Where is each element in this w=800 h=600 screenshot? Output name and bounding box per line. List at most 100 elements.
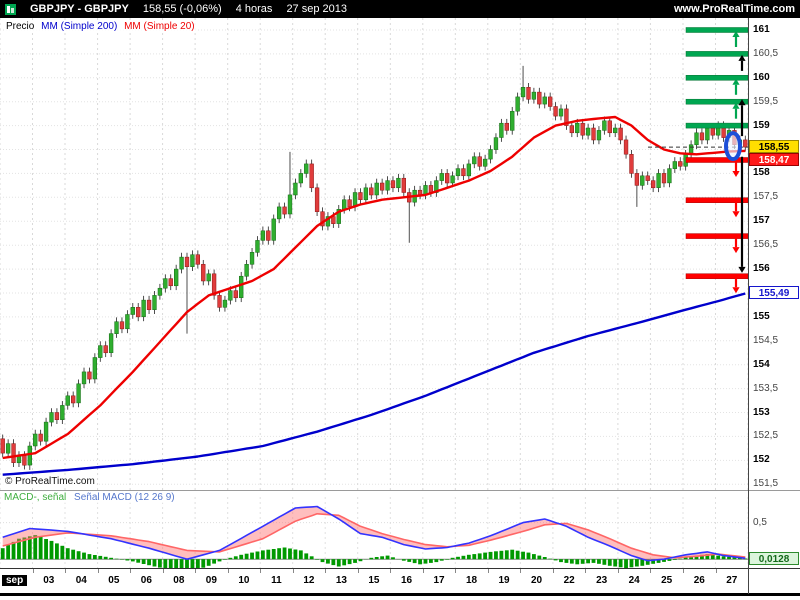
price-tick-label: 159 — [753, 120, 770, 131]
legend-precio-label: Precio — [6, 21, 35, 32]
day-label: 24 — [628, 575, 640, 586]
macd-bottom-border — [0, 568, 800, 569]
day-label: 26 — [693, 575, 705, 586]
time-tick — [130, 569, 132, 573]
day-label: 04 — [75, 575, 87, 586]
price-tick-label: 156,5 — [753, 239, 779, 250]
title-bar: GBPJPY - GBPJPY 158,55 (-0,06%) 4 horas … — [0, 0, 800, 18]
price-tick-label: 153 — [753, 407, 770, 418]
price-tick-label: 160,5 — [753, 48, 779, 59]
day-label: 23 — [596, 575, 608, 586]
macd-indicator-chart[interactable] — [0, 497, 748, 568]
price-tick-label: 157 — [753, 215, 770, 226]
day-label: 09 — [205, 575, 217, 586]
time-tick — [552, 569, 554, 573]
bottom-border — [0, 593, 800, 596]
day-label: 25 — [661, 575, 673, 586]
price-tick-label: 154,5 — [753, 335, 779, 346]
macd-value-box: 0,0128 — [749, 552, 799, 565]
time-tick — [585, 569, 587, 573]
day-label: 19 — [498, 575, 510, 586]
ma20-value-box: 158,47 — [749, 153, 799, 166]
order-levels-layer[interactable] — [685, 27, 748, 279]
price-tick-label: 154 — [753, 359, 770, 370]
macd-legend: MACD-, señal Señal MACD (12 26 9) — [4, 492, 175, 503]
time-tick — [162, 569, 164, 573]
day-label: 10 — [238, 575, 250, 586]
time-tick — [227, 569, 229, 573]
macd-label-2[interactable]: Señal MACD (12 26 9) — [74, 492, 175, 503]
day-label: 12 — [303, 575, 315, 586]
legend-ma200-label[interactable]: MM (Simple 200) — [41, 21, 118, 32]
day-label: 05 — [108, 575, 120, 586]
ma200-line — [2, 292, 746, 476]
time-tick — [487, 569, 489, 573]
last-price-box: 158,55 — [749, 140, 799, 153]
main-price-chart[interactable] — [0, 18, 748, 490]
symbol-title: GBPJPY - GBPJPY — [30, 3, 129, 15]
copyright-label: © ProRealTime.com — [3, 476, 97, 487]
day-label: 13 — [335, 575, 347, 586]
macd-line — [2, 505, 746, 562]
day-label: 16 — [400, 575, 413, 586]
macd-tick-label: 0,5 — [753, 517, 767, 528]
day-label: 27 — [726, 575, 738, 586]
time-tick — [260, 569, 262, 573]
time-tick — [32, 569, 34, 573]
price-tick-label: 158 — [753, 167, 770, 178]
time-tick — [357, 569, 359, 573]
price-legend: Precio MM (Simple 200) MM (Simple 20) — [4, 21, 197, 32]
time-tick — [455, 569, 457, 573]
price-tick-label: 161 — [753, 24, 770, 35]
time-tick — [97, 569, 99, 573]
macd-label-1[interactable]: MACD-, señal — [4, 492, 67, 503]
candles-layer — [0, 65, 748, 470]
legend-ma20-label[interactable]: MM (Simple 20) — [124, 21, 195, 32]
macd-signal-fill — [2, 506, 746, 561]
price-tick-label: 159,5 — [753, 96, 779, 107]
day-label: 15 — [368, 575, 380, 586]
day-label: 03 — [43, 575, 55, 586]
axis-separator — [748, 18, 749, 594]
macd-axis: 0,5 0,0128 — [749, 497, 800, 568]
day-label: 20 — [530, 575, 543, 586]
time-tick — [520, 569, 522, 573]
price-tick-label: 155 — [753, 311, 770, 322]
timeframe-label: 4 horas — [235, 3, 273, 15]
time-tick — [650, 569, 652, 573]
time-tick — [683, 569, 684, 573]
price-tick-label: 157,5 — [753, 191, 779, 202]
grid-layer — [0, 18, 748, 490]
time-tick — [422, 569, 424, 573]
price-tick-label: 151,5 — [753, 478, 779, 489]
time-tick — [195, 569, 197, 573]
day-label: 08 — [173, 575, 185, 586]
price-tick-label: 160 — [753, 72, 770, 83]
time-axis[interactable]: sep 03 04 05 06 08 09 10 11 12 13 15 16 17 18 19 20 22 23 2… — [0, 569, 800, 593]
panel-divider[interactable] — [0, 490, 800, 491]
day-label: 06 — [140, 575, 152, 586]
time-tick — [292, 569, 294, 573]
arrows-layer — [732, 31, 746, 294]
position-marker[interactable] — [724, 131, 742, 162]
ma200-value-box: 155,49 — [749, 286, 799, 299]
day-label: 17 — [433, 575, 445, 586]
time-tick — [390, 569, 392, 573]
time-tick — [715, 569, 717, 573]
signal-line — [2, 513, 746, 559]
app-icon — [5, 3, 16, 15]
time-tick — [325, 569, 327, 573]
price-tick-label: 153,5 — [753, 383, 779, 394]
macd-histogram — [0, 535, 748, 568]
day-label: 18 — [465, 575, 478, 586]
website-label: www.ProRealTime.com — [673, 3, 795, 15]
price-tick-label: 152 — [753, 454, 770, 465]
time-tick — [65, 569, 66, 573]
ma20-line — [2, 115, 746, 460]
price-tick-label: 152,5 — [753, 430, 779, 441]
price-axis[interactable]: 158,55 158,47 155,49 161 160,5 160 159,5 159… — [749, 18, 800, 490]
day-label: 22 — [563, 575, 575, 586]
price-tick-label: 156 — [753, 263, 770, 274]
last-price-change: 158,55 (-0,06%) — [142, 3, 222, 15]
